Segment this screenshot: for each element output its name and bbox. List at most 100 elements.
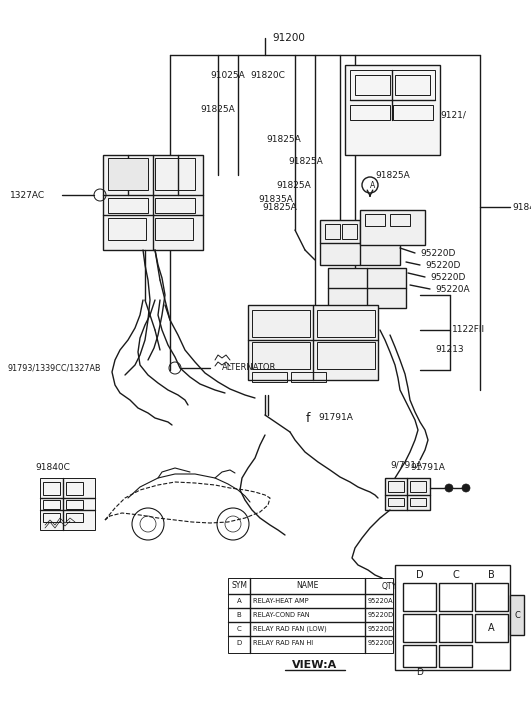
Text: QTY: QTY [381, 582, 397, 590]
Text: 91840C: 91840C [512, 203, 531, 212]
Bar [439, 614, 472, 642]
Bar [43, 513, 60, 522]
Text: 95220D: 95220D [368, 626, 394, 632]
Bar [388, 481, 404, 492]
Bar [66, 482, 83, 495]
Bar [395, 75, 430, 95]
Text: 91200: 91200 [272, 33, 305, 43]
Text: 91825A: 91825A [288, 158, 323, 166]
Text: B: B [237, 612, 242, 618]
Text: C: C [514, 611, 520, 619]
Text: 1327AC: 1327AC [10, 190, 45, 199]
Text: 95220D: 95220D [368, 640, 394, 646]
Text: VIEW:A: VIEW:A [293, 660, 338, 670]
Bar [317, 342, 375, 369]
Text: B: B [488, 570, 495, 580]
Bar [291, 372, 326, 382]
Text: f: f [306, 411, 310, 425]
Text: 91213: 91213 [435, 345, 464, 355]
Text: 95220D: 95220D [425, 260, 460, 270]
Bar [350, 105, 390, 120]
Bar [385, 478, 430, 510]
Bar [382, 224, 397, 239]
Bar [475, 583, 508, 611]
Text: C: C [237, 626, 242, 632]
Text: 9/791A: 9/791A [390, 460, 422, 470]
Bar [410, 498, 426, 506]
Bar [393, 105, 433, 120]
Text: 91825A: 91825A [266, 135, 301, 145]
Bar [365, 214, 385, 226]
Bar [510, 595, 524, 635]
Text: C: C [452, 570, 459, 580]
Bar [252, 372, 287, 382]
Text: 91825A: 91825A [276, 180, 311, 190]
Bar [66, 500, 83, 509]
Text: 1122FII: 1122FII [452, 326, 485, 334]
Text: 91825A: 91825A [200, 105, 235, 114]
Bar [328, 268, 406, 308]
Bar [475, 614, 508, 642]
Text: RELAY RAD FAN (LOW): RELAY RAD FAN (LOW) [253, 626, 327, 632]
Bar [355, 75, 390, 95]
Text: 91793/1339CC/1327AB: 91793/1339CC/1327AB [8, 364, 101, 372]
Circle shape [462, 484, 470, 492]
Text: A: A [488, 623, 495, 633]
Bar [350, 70, 435, 100]
Bar [317, 310, 375, 337]
Circle shape [445, 484, 453, 492]
Bar [108, 158, 148, 190]
Text: 91791A: 91791A [318, 414, 353, 422]
Bar [252, 342, 310, 369]
Text: RELAY-COND FAN: RELAY-COND FAN [253, 612, 310, 618]
Text: ALTERNATOR: ALTERNATOR [222, 364, 276, 372]
Text: A: A [371, 180, 375, 190]
Text: 95220D: 95220D [430, 273, 465, 281]
Text: 95220A: 95220A [368, 598, 393, 604]
Bar [342, 224, 357, 239]
Text: NAME: NAME [296, 582, 319, 590]
Bar [248, 305, 378, 380]
Text: 95220D: 95220D [420, 249, 456, 257]
Bar [155, 158, 195, 190]
Bar [388, 498, 404, 506]
Bar [395, 565, 510, 670]
Text: RELAY RAD FAN HI: RELAY RAD FAN HI [253, 640, 313, 646]
Bar [320, 220, 400, 265]
Text: 91025A: 91025A [210, 71, 245, 79]
Text: 91791A: 91791A [410, 464, 445, 473]
Text: 95220A: 95220A [435, 284, 469, 294]
Text: 91835A: 91835A [258, 196, 293, 204]
Bar [360, 210, 425, 245]
Text: 91825A: 91825A [375, 171, 410, 180]
Text: 91820C: 91820C [250, 71, 285, 79]
Bar [365, 224, 380, 239]
Text: 91825A: 91825A [262, 204, 297, 212]
Text: 95220D: 95220D [368, 612, 394, 618]
Text: 91840C: 91840C [35, 464, 70, 473]
Bar [403, 645, 436, 667]
Bar [325, 224, 340, 239]
Bar [228, 578, 393, 653]
Text: SYM: SYM [231, 582, 247, 590]
Bar [155, 198, 195, 213]
Bar [66, 513, 83, 522]
Bar [108, 218, 146, 240]
Bar [40, 478, 95, 530]
Bar [155, 218, 193, 240]
Bar [410, 481, 426, 492]
Bar [403, 614, 436, 642]
Bar [252, 310, 310, 337]
Text: D: D [416, 668, 423, 677]
Text: 9121/: 9121/ [440, 111, 466, 119]
Bar [439, 645, 472, 667]
Bar [103, 155, 203, 250]
Bar [390, 214, 410, 226]
Text: A: A [237, 598, 242, 604]
Text: RELAY-HEAT AMP: RELAY-HEAT AMP [253, 598, 309, 604]
Text: D: D [416, 570, 423, 580]
Bar [403, 583, 436, 611]
Bar [43, 482, 60, 495]
Bar [108, 198, 148, 213]
Text: D: D [236, 640, 242, 646]
